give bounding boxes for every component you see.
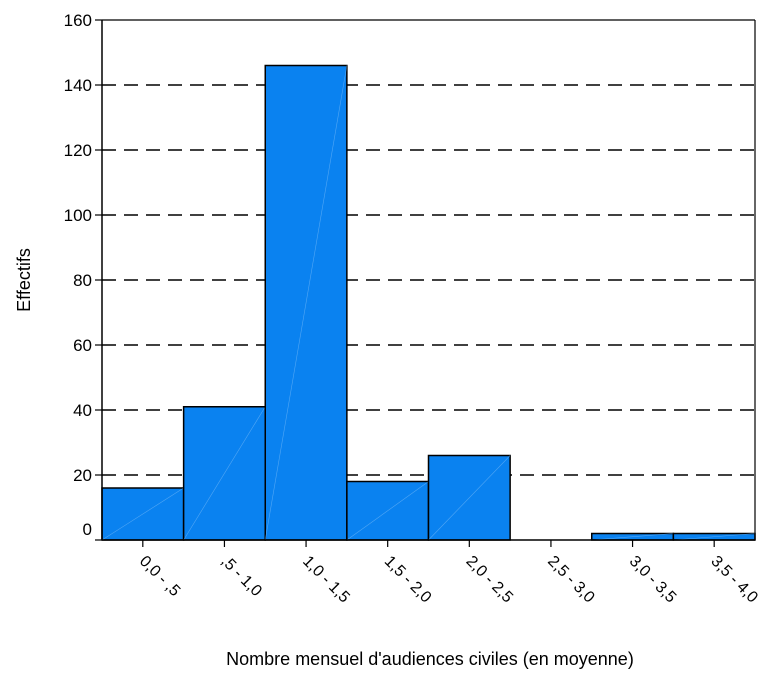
y-tick-labels: 0 20 40 60 80 100 120 140 160 — [64, 11, 102, 541]
y-tick-label-140: 140 — [64, 76, 92, 95]
x-tick-label-4: 2,0 - 2,5 — [462, 553, 516, 607]
bars — [101, 64, 756, 541]
x-axis-label: Nombre mensuel d'audiences civiles (en m… — [226, 649, 634, 669]
bar-shading-3 — [346, 481, 429, 541]
bar-shading-7 — [673, 533, 756, 541]
y-tick-label-20: 20 — [73, 466, 92, 485]
x-tick-label-1: ,5 - 1,0 — [218, 553, 265, 600]
y-tick-label-0: 0 — [83, 520, 92, 539]
y-tick-label-100: 100 — [64, 206, 92, 225]
y-tick-label-120: 120 — [64, 141, 92, 160]
bar-shading-2 — [264, 65, 348, 541]
x-tick-label-6: 3,0 - 3,5 — [626, 553, 680, 607]
y-tick-label-80: 80 — [73, 271, 92, 290]
x-tick-label-2: 1,0 - 1,5 — [299, 553, 353, 607]
x-tick-label-0: 0,0 - ,5 — [136, 553, 183, 600]
bar-shading-1 — [183, 406, 266, 541]
bar-shading-0 — [101, 487, 184, 541]
bar-shading-6 — [591, 533, 674, 541]
y-axis-label: Effectifs — [14, 248, 34, 312]
bar-shading-4 — [428, 455, 511, 541]
x-tick-label-7: 3,5 - 4,0 — [707, 553, 761, 607]
x-tick-label-3: 1,5 - 2,0 — [381, 553, 435, 607]
y-tick-label-60: 60 — [73, 336, 92, 355]
y-tick-label-160: 160 — [64, 11, 92, 30]
x-tick-label-5: 2,5 - 3,0 — [544, 553, 598, 607]
y-tick-label-40: 40 — [73, 401, 92, 420]
x-tick-labels: 0,0 - ,5 ,5 - 1,0 1,0 - 1,5 1,5 - 2,0 2,0 - … — [136, 540, 761, 606]
